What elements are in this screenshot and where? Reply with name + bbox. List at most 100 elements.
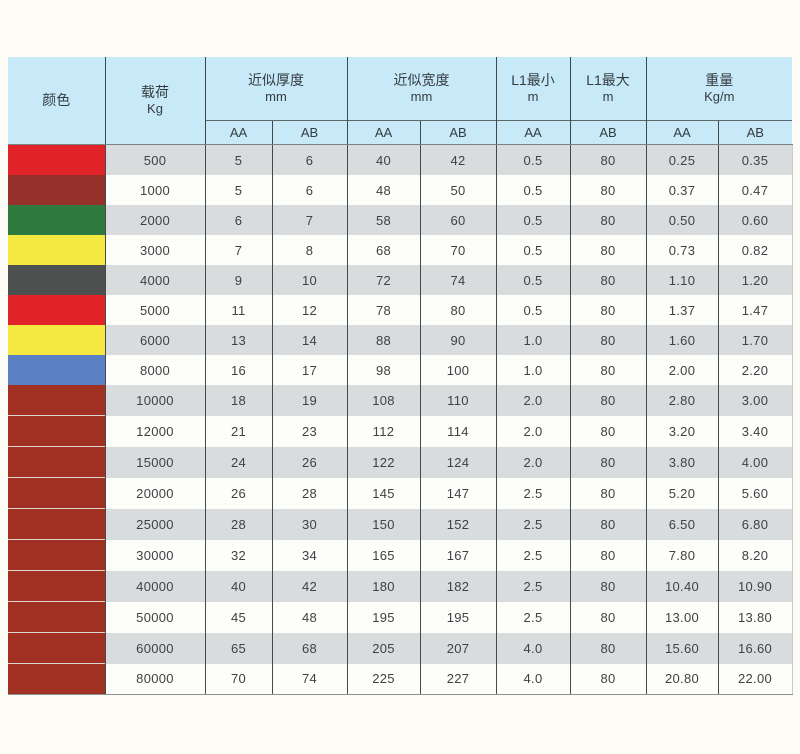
width-aa-value: 165 [346, 539, 420, 571]
thickness-ab-value: 12 [271, 295, 347, 325]
header-color: 颜色 [8, 57, 105, 145]
header-thickness-label: 近似厚度 [248, 71, 304, 88]
color-swatch-brick [8, 415, 105, 447]
weight-aa-value: 0.50 [645, 205, 718, 235]
l1-max-value: 80 [569, 570, 646, 602]
weight-aa-value: 2.80 [645, 385, 718, 416]
weight-ab-value: 2.20 [717, 355, 793, 385]
l1-min-value: 0.5 [495, 144, 570, 175]
width-aa-value: 72 [346, 265, 420, 295]
load-value: 50000 [104, 601, 205, 633]
weight-ab-value: 8.20 [717, 539, 793, 571]
load-value: 30000 [104, 539, 205, 571]
weight-aa-value: 0.73 [645, 235, 718, 265]
color-swatch-yellow [8, 235, 105, 265]
l1-min-value: 2.0 [495, 385, 570, 416]
thickness-aa-value: 5 [204, 175, 272, 205]
color-swatch-brick [8, 477, 105, 509]
width-ab-value: 60 [419, 205, 496, 235]
weight-ab-value: 13.80 [717, 601, 793, 633]
weight-ab-value: 1.20 [717, 265, 793, 295]
width-ab-value: 182 [419, 570, 496, 602]
l1-min-value: 1.0 [495, 355, 570, 385]
load-value: 25000 [104, 508, 205, 540]
width-aa-value: 225 [346, 663, 420, 695]
header-l1-max-label: L1最大 [586, 71, 630, 88]
thickness-aa-value: 21 [204, 415, 272, 447]
color-swatch-brick [8, 632, 105, 664]
width-aa-value: 68 [346, 235, 420, 265]
table-row: 40000 40 42 180 182 2.5 80 10.40 10.90 [8, 570, 793, 602]
header-load-label: 载荷 [141, 83, 169, 100]
thickness-ab-value: 6 [271, 144, 347, 175]
header-thickness: 近似厚度 mm [204, 57, 347, 121]
table-row: 5000 11 12 78 80 0.5 80 1.37 1.47 [8, 295, 793, 325]
load-value: 40000 [104, 570, 205, 602]
l1-min-value: 2.5 [495, 539, 570, 571]
subheader-l1-min-aa: AA [495, 120, 570, 145]
header-l1-min-label: L1最小 [511, 71, 555, 88]
weight-aa-value: 20.80 [645, 663, 718, 695]
width-aa-value: 180 [346, 570, 420, 602]
thickness-ab-value: 17 [271, 355, 347, 385]
load-value: 4000 [104, 265, 205, 295]
width-aa-value: 88 [346, 325, 420, 355]
table-row: 60000 65 68 205 207 4.0 80 15.60 16.60 [8, 632, 793, 664]
l1-min-value: 1.0 [495, 325, 570, 355]
l1-min-value: 0.5 [495, 295, 570, 325]
thickness-ab-value: 28 [271, 477, 347, 509]
l1-max-value: 80 [569, 205, 646, 235]
width-aa-value: 195 [346, 601, 420, 633]
width-aa-value: 112 [346, 415, 420, 447]
width-aa-value: 98 [346, 355, 420, 385]
thickness-ab-value: 6 [271, 175, 347, 205]
weight-ab-value: 3.40 [717, 415, 793, 447]
l1-min-value: 2.5 [495, 601, 570, 633]
width-ab-value: 90 [419, 325, 496, 355]
table-row: 3000 7 8 68 70 0.5 80 0.73 0.82 [8, 235, 793, 265]
weight-ab-value: 0.35 [717, 144, 793, 175]
color-swatch-brick [8, 570, 105, 602]
load-value: 3000 [104, 235, 205, 265]
l1-max-value: 80 [569, 446, 646, 478]
header-weight-label: 重量 [705, 71, 734, 88]
table-header: 颜色 载荷 Kg 近似厚度 mm 近似宽度 mm L1最小 m [8, 57, 792, 145]
load-value: 80000 [104, 663, 205, 695]
thickness-ab-value: 10 [271, 265, 347, 295]
weight-aa-value: 6.50 [645, 508, 718, 540]
table-row: 2000 6 7 58 60 0.5 80 0.50 0.60 [8, 205, 793, 235]
width-aa-value: 145 [346, 477, 420, 509]
width-aa-value: 48 [346, 175, 420, 205]
l1-max-value: 80 [569, 539, 646, 571]
thickness-aa-value: 6 [204, 205, 272, 235]
l1-max-value: 80 [569, 385, 646, 416]
width-aa-value: 40 [346, 144, 420, 175]
thickness-ab-value: 19 [271, 385, 347, 416]
table-row: 4000 9 10 72 74 0.5 80 1.10 1.20 [8, 265, 793, 295]
color-swatch-maroon [8, 175, 105, 205]
load-value: 1000 [104, 175, 205, 205]
subheader-weight-ab: AB [717, 120, 792, 145]
table-row: 10000 18 19 108 110 2.0 80 2.80 3.00 [8, 385, 793, 416]
color-swatch-brick [8, 385, 105, 416]
l1-min-value: 0.5 [495, 205, 570, 235]
subheader-weight-aa: AA [645, 120, 718, 145]
weight-ab-value: 1.70 [717, 325, 793, 355]
thickness-aa-value: 5 [204, 144, 272, 175]
l1-min-value: 2.5 [495, 570, 570, 602]
l1-max-value: 80 [569, 295, 646, 325]
header-sub-row: AA AB AA AB AA AB AA AB [8, 120, 792, 145]
width-aa-value: 58 [346, 205, 420, 235]
color-swatch-darkgray [8, 265, 105, 295]
weight-aa-value: 0.37 [645, 175, 718, 205]
weight-ab-value: 0.82 [717, 235, 793, 265]
table-body: 500 5 6 40 42 0.5 80 0.25 0.35 1000 5 6 48 50 0.5 80 0.3… [8, 144, 793, 695]
l1-max-value: 80 [569, 175, 646, 205]
l1-min-value: 4.0 [495, 663, 570, 695]
l1-max-value: 80 [569, 325, 646, 355]
table-row: 20000 26 28 145 147 2.5 80 5.20 5.60 [8, 477, 793, 509]
thickness-aa-value: 16 [204, 355, 272, 385]
load-value: 6000 [104, 325, 205, 355]
width-ab-value: 110 [419, 385, 496, 416]
